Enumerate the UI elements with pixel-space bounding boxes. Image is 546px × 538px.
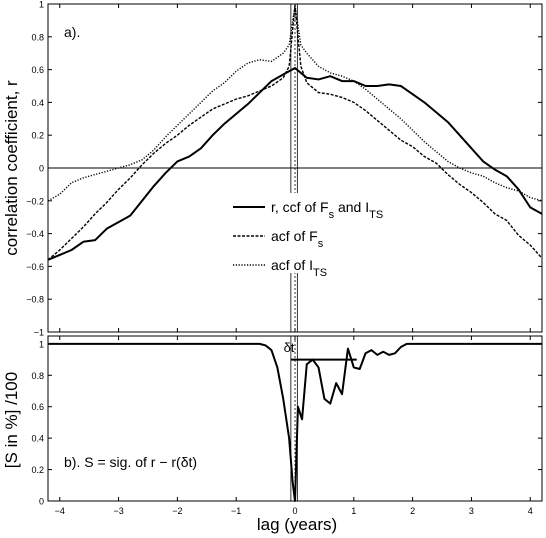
- y-tick-label: 0.8: [31, 32, 44, 42]
- panel-a: −1 −0.8 −0.6 −0.4 −0.2 0 0.2 0.4 0.6 0.8 1 a). cor…: [2, 0, 543, 338]
- x-axis-label: lag (years): [257, 515, 337, 534]
- panel-b-label: b). S = sig. of r − r(δt): [64, 454, 197, 470]
- panel-a-label: a).: [64, 24, 80, 40]
- series-line-solid-thick: [47, 66, 543, 261]
- panel-a-y-ticks: −1 −0.8 −0.6 −0.4 −0.2 0 0.2 0.4 0.6 0.8 1: [26, 0, 542, 338]
- y-tick-label: 1: [39, 0, 44, 10]
- y-tick-label: 0.2: [31, 131, 44, 141]
- x-tick-label: −4: [55, 506, 65, 516]
- legend: r, ccf of Fs and ITS acf of Fs acf of ITS: [228, 193, 416, 279]
- delta-t-annotation: δt: [284, 340, 295, 355]
- y-tick-label: 0.4: [31, 98, 44, 108]
- y-tick-label: 0: [39, 164, 44, 174]
- x-tick-label: 4: [528, 506, 533, 516]
- panel-b-series: [48, 342, 542, 502]
- y-tick-label: 0.6: [31, 402, 44, 412]
- legend-entry-label: acf of ITS: [271, 257, 327, 279]
- y-tick-label: 0.8: [31, 371, 44, 381]
- y-tick-label: −0.6: [26, 262, 44, 272]
- panel-a-reference-lines: [48, 4, 542, 332]
- x-tick-label: 0: [292, 506, 297, 516]
- significance-line: [48, 342, 542, 502]
- panel-b-x-ticks: −4 −3 −2 −1 0 1 2 3 4: [55, 4, 533, 516]
- y-tick-label: −0.4: [26, 229, 44, 239]
- panel-b-y-axis-label: [S in %] /100: [2, 372, 21, 468]
- x-tick-label: 2: [410, 506, 415, 516]
- y-tick-label: −0.8: [26, 295, 44, 305]
- y-tick-label: 0.4: [31, 434, 44, 444]
- panel-b: 0 0.2 0.4 0.6 0.8 1 −4 −3 −2 −1 0 1 2 3 4 δt b). S = …: [2, 4, 543, 534]
- y-tick-label: 0: [39, 497, 44, 507]
- legend-entry-label: r, ccf of Fs and ITS: [271, 199, 383, 221]
- y-tick-label: −0.2: [26, 196, 44, 206]
- x-tick-label: −2: [172, 506, 182, 516]
- y-tick-label: 0.6: [31, 65, 44, 75]
- x-tick-label: −1: [231, 506, 241, 516]
- x-tick-label: 3: [469, 506, 474, 516]
- y-tick-label: 0.2: [31, 465, 44, 475]
- x-tick-label: −3: [113, 506, 123, 516]
- y-tick-label: 1: [39, 339, 44, 349]
- y-tick-label: −1: [34, 328, 44, 338]
- panel-a-y-axis-label: correlation coefficient, r: [2, 80, 21, 256]
- x-tick-label: 1: [351, 506, 356, 516]
- legend-entry-label: acf of Fs: [271, 228, 324, 250]
- series-line-dotted: [47, 4, 543, 202]
